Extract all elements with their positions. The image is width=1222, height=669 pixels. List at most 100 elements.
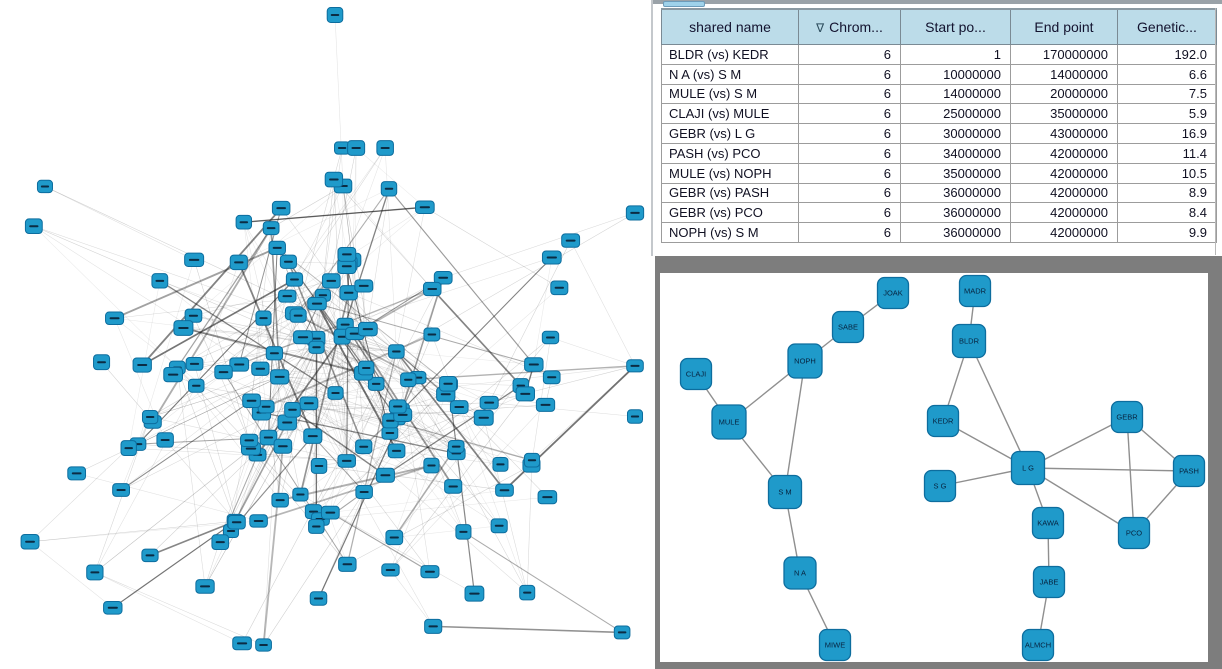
network-node[interactable] [542,370,561,385]
network-edge[interactable] [308,403,434,627]
network-edge[interactable] [120,351,397,491]
network-edge[interactable] [316,303,398,420]
network-node[interactable] [188,378,205,393]
network-edge[interactable] [230,435,314,532]
network-edge[interactable] [183,327,397,352]
network-edge[interactable] [316,347,365,493]
network-node[interactable] [195,579,215,594]
network-edge[interactable] [33,226,197,386]
network-edge[interactable] [448,383,546,406]
network-edge[interactable] [393,446,457,538]
network-node[interactable] [103,601,123,615]
network-edge[interactable] [294,185,344,280]
network-node[interactable] [415,200,435,214]
network-node[interactable] [326,7,344,23]
network-edge[interactable] [346,351,397,565]
network-node[interactable] [270,369,290,385]
network-node[interactable] [324,171,344,188]
network-edge[interactable] [319,465,505,491]
network-edge[interactable] [308,403,533,461]
network-edge[interactable] [346,277,444,462]
network-edge[interactable] [396,393,526,452]
detail-network-canvas[interactable]: JOAK MADR SABE NOPH BLDR CLAJI MULE KEDR GEBR L G… [655,0,1222,669]
network-node[interactable] [242,393,261,409]
network-node[interactable] [541,330,560,345]
network-node-pco[interactable]: PCO [1117,516,1151,550]
network-node[interactable] [227,514,246,530]
network-edge[interactable] [330,333,356,513]
network-node[interactable] [358,360,375,376]
network-node[interactable] [327,386,344,400]
network-edge[interactable] [193,259,250,441]
network-node-bldr[interactable]: BLDR [951,323,987,359]
network-node[interactable] [273,438,293,454]
network-node[interactable] [20,533,40,550]
network-node[interactable] [289,308,307,323]
network-edge[interactable] [331,280,457,454]
network-edge[interactable] [29,447,129,542]
network-node[interactable] [229,254,248,271]
network-node-pash[interactable]: PASH [1172,454,1206,488]
network-edge[interactable] [488,240,571,403]
network-edge[interactable] [390,569,434,627]
network-edge[interactable] [279,376,364,447]
network-node[interactable] [257,400,275,414]
network-edge[interactable] [193,185,344,316]
network-edge[interactable] [112,520,236,609]
network-node[interactable] [277,414,297,431]
network-edge[interactable] [30,520,259,543]
network-edge[interactable] [279,351,397,378]
network-node[interactable] [357,321,378,337]
network-edge[interactable] [308,403,532,466]
network-node[interactable] [211,534,230,551]
table-row[interactable]: N A (vs) S M 6 10000000 14000000 6.6 [661,63,1217,85]
network-edge[interactable] [279,376,457,454]
network-node[interactable] [320,505,340,520]
network-node[interactable] [308,340,325,354]
network-edge[interactable] [243,222,267,407]
network-edge[interactable] [280,208,369,330]
overview-network-pane[interactable] [0,0,655,669]
network-node[interactable] [229,357,250,372]
network-edge[interactable] [342,185,433,290]
network-node[interactable] [337,454,356,468]
network-node[interactable] [334,141,351,155]
network-edge[interactable] [448,287,560,385]
network-node[interactable] [255,638,272,652]
network-node[interactable] [292,487,309,502]
network-node[interactable] [367,376,385,391]
network-edge[interactable] [463,531,623,633]
network-edge[interactable] [1027,467,1190,472]
network-node[interactable] [375,467,395,483]
network-edge[interactable] [424,206,560,289]
network-edge[interactable] [315,266,348,339]
network-node[interactable] [447,439,465,454]
network-node[interactable] [355,439,373,455]
network-edge[interactable] [394,394,447,538]
network-edge[interactable] [354,147,357,334]
network-edge[interactable] [265,347,317,407]
network-node[interactable] [232,636,252,651]
network-edge[interactable] [388,188,535,365]
network-node[interactable] [337,258,357,274]
network-edge[interactable] [354,333,402,412]
network-edge[interactable] [141,207,282,366]
network-edge[interactable] [308,403,501,465]
network-edge[interactable] [331,280,347,461]
network-edge[interactable] [316,347,457,454]
network-edge[interactable] [300,333,356,495]
network-node[interactable] [400,372,417,388]
table-row[interactable]: MULE (vs) S M 6 14000000 20000000 7.5 [661,83,1217,105]
network-node[interactable] [424,618,443,634]
network-edge[interactable] [238,188,390,263]
network-edge[interactable] [265,406,281,501]
network-edge[interactable] [346,460,431,572]
network-node[interactable] [120,440,137,457]
network-node[interactable] [339,285,358,301]
network-edge[interactable] [262,446,284,646]
network-node[interactable] [214,364,233,380]
network-edge[interactable] [388,188,535,365]
network-node[interactable] [105,311,125,326]
table-tab-handle[interactable] [663,1,705,7]
network-node[interactable] [464,585,485,602]
